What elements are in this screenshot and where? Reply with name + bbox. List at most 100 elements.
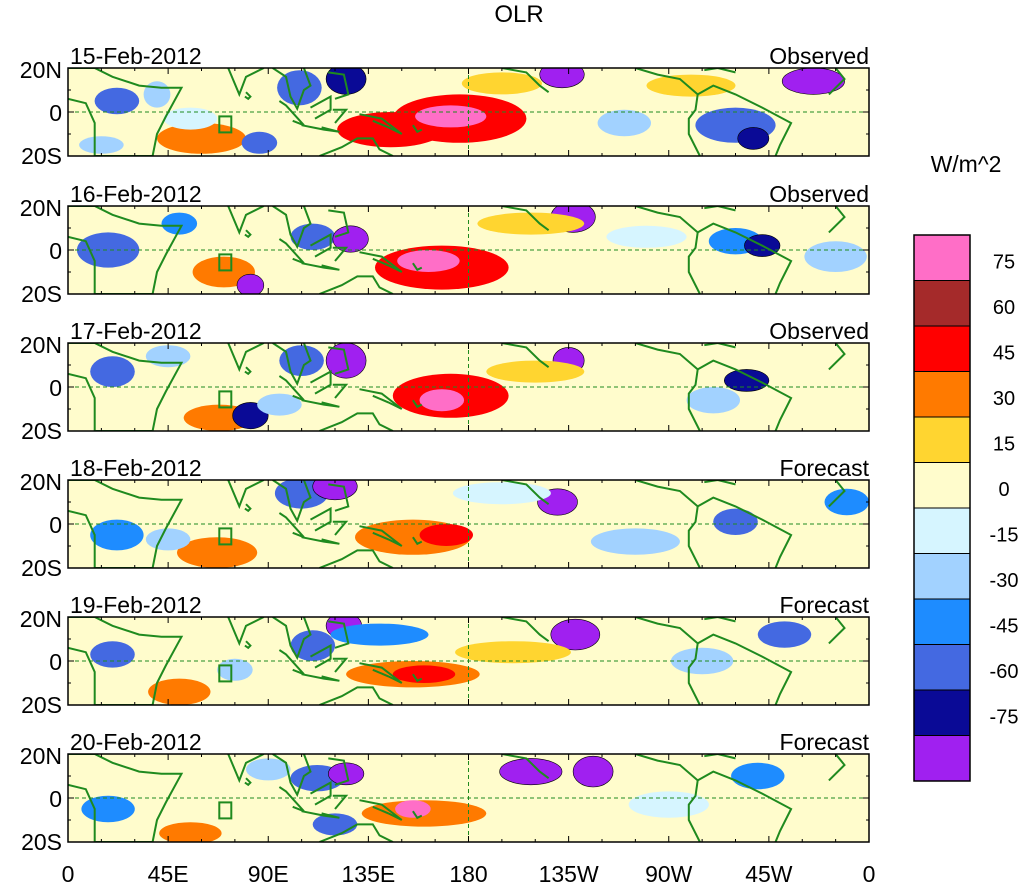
coastline [227, 343, 265, 373]
coastline [227, 480, 265, 510]
y-tick-label: 20S [21, 418, 62, 444]
colorbar-swatch [913, 462, 971, 509]
coastline [310, 643, 332, 669]
coastline [68, 68, 184, 156]
anomaly-contour [236, 273, 265, 294]
coastline [244, 91, 252, 101]
coastline [828, 343, 846, 371]
anomaly-contour [477, 212, 585, 235]
coastline [697, 496, 793, 568]
coastline [359, 525, 403, 547]
anomaly-contour [731, 762, 785, 790]
y-tick-label: 0 [49, 512, 62, 538]
coastline [278, 375, 305, 402]
y-tick-label: 0 [49, 375, 62, 401]
anomaly-contour [606, 225, 687, 248]
colorbar-swatch [913, 735, 971, 782]
x-tick-label: 90E [248, 861, 289, 887]
coastlines [68, 68, 846, 156]
coastline [332, 383, 349, 399]
y-tick-label: 20N [20, 606, 62, 632]
coastline [319, 823, 394, 842]
coastline [704, 754, 736, 760]
anomaly-contour [245, 758, 291, 781]
coastline [278, 512, 305, 539]
anomaly-contour [628, 791, 709, 818]
coastline [272, 343, 312, 387]
colorbar-frame [913, 234, 971, 782]
x-tick-label: 0 [863, 861, 876, 887]
anomaly-contour [781, 68, 845, 95]
region-box [218, 664, 233, 683]
panel-date-label: 18-Feb-2012 [70, 455, 202, 481]
coastline [244, 366, 252, 376]
coastline [244, 229, 252, 239]
anomaly-contour [572, 755, 614, 788]
coastline [501, 480, 550, 506]
coastline [68, 206, 184, 294]
map-panel: 19-Feb-2012 Forecast 20N 0 20S [20, 592, 870, 718]
coastline [310, 232, 332, 258]
x-tick-label: 45E [148, 861, 189, 887]
anomaly-contour [713, 508, 758, 535]
coastline [301, 673, 340, 682]
coastline [501, 617, 550, 643]
panel-date-label: 17-Feb-2012 [70, 318, 202, 344]
anomaly-contour [686, 387, 740, 414]
x-tick-label: 180 [449, 861, 487, 887]
region-box [218, 253, 233, 272]
colorbar-level-label: -45 [990, 616, 1019, 638]
coastline [68, 754, 184, 842]
coastline [697, 770, 793, 842]
anomaly-contour [723, 369, 770, 392]
anomaly-contour [90, 641, 135, 668]
coastline [697, 359, 793, 431]
coastline [319, 275, 394, 294]
anomaly-contour [157, 122, 246, 154]
region-box [218, 115, 233, 134]
anomaly-contour [143, 81, 171, 108]
coastline [635, 480, 701, 568]
anomaly-field [76, 206, 867, 294]
x-tick-label: 135E [342, 861, 396, 887]
colorbar-level-label: 0 [998, 479, 1009, 501]
coastline [278, 786, 305, 813]
map-panels: 15-Feb-2012 Observed 20N 0 20S 16-Feb-2012 Obs… [20, 43, 870, 855]
region-box [218, 527, 233, 546]
anomaly-field [79, 68, 845, 154]
coastline [704, 617, 736, 623]
coastline [68, 617, 184, 705]
coastline [412, 673, 423, 683]
y-tick-label: 20N [20, 743, 62, 769]
coastline [244, 640, 252, 650]
coastline [635, 617, 701, 705]
coastline [635, 206, 701, 294]
coastline [272, 480, 312, 524]
coastline [328, 483, 350, 512]
anomaly-contour [670, 647, 734, 675]
anomaly-contour [177, 537, 258, 568]
anomaly-contour [79, 136, 124, 154]
anomaly-contour [486, 360, 585, 383]
colorbar-level-label: 15 [993, 434, 1015, 456]
coastline [244, 503, 252, 513]
anomaly-contour [590, 528, 680, 555]
coastline [328, 209, 350, 238]
map-panel: 18-Feb-2012 Forecast 20N 0 20S [20, 455, 870, 581]
anomaly-contour [757, 621, 812, 648]
region-box [218, 390, 233, 409]
colorbar-level-label: 75 [993, 252, 1015, 274]
coastline [332, 794, 349, 810]
coastline [310, 369, 332, 395]
coastline [828, 754, 846, 782]
colorbar-units-label: W/m^2 [931, 151, 1002, 177]
coastline [359, 113, 403, 135]
anomaly-contour [452, 482, 551, 505]
coastline [319, 549, 394, 568]
coastline [319, 686, 394, 705]
coastline [704, 343, 736, 349]
coastline [278, 100, 305, 127]
coastline [278, 238, 305, 265]
coastline [319, 137, 394, 156]
